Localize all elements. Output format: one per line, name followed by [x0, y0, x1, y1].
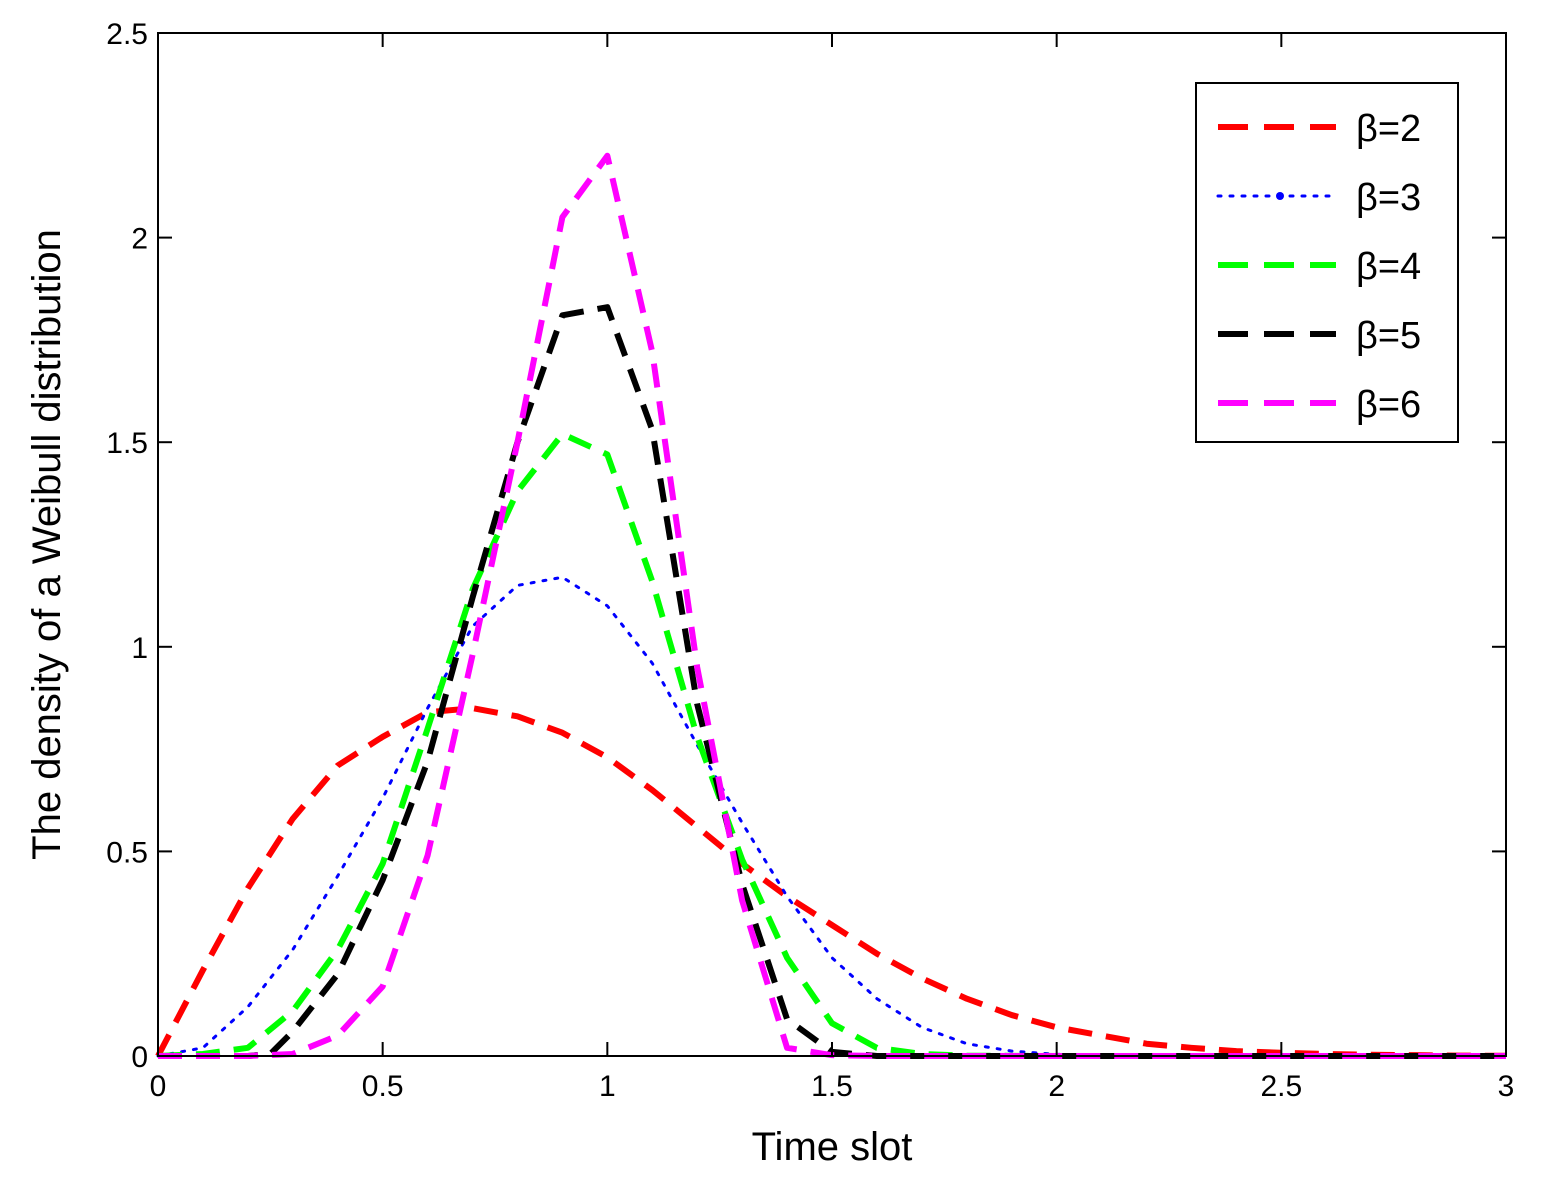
x-tick-label: 3 — [1498, 1070, 1515, 1103]
x-tick-label: 0.5 — [362, 1070, 404, 1103]
x-axis-title: Time slot — [752, 1125, 913, 1169]
legend-label-beta-6: β=6 — [1356, 384, 1421, 426]
y-tick-label: 0.5 — [106, 836, 148, 869]
y-tick-label: 0 — [131, 1041, 148, 1074]
x-tick-label: 0 — [150, 1070, 167, 1103]
legend-label-beta-4: β=4 — [1356, 246, 1421, 288]
legend-marker-beta-3 — [1276, 192, 1284, 200]
y-tick-label: 1.5 — [106, 427, 148, 460]
y-tick-label: 1 — [131, 632, 148, 665]
x-tick-label: 1.5 — [811, 1070, 853, 1103]
x-tick-label: 2 — [1048, 1070, 1065, 1103]
legend: β=2 β=3 β=4 β=5 β=6 — [1195, 82, 1459, 443]
ticks-layer: 0 0.5 1 1.5 2 2.5 3 0 0.5 1 1.5 2 2.5 — [106, 18, 1514, 1103]
legend-label-beta-5: β=5 — [1356, 315, 1421, 357]
y-tick-label: 2 — [131, 223, 148, 256]
legend-label-beta-3: β=3 — [1356, 177, 1421, 219]
y-tick-label: 2.5 — [106, 18, 148, 51]
y-axis-title: The density of a Weibull distribution — [25, 229, 69, 860]
x-tick-label: 2.5 — [1260, 1070, 1302, 1103]
x-tick-label: 1 — [599, 1070, 616, 1103]
legend-label-beta-2: β=2 — [1356, 108, 1421, 150]
series-line-beta-2 — [155, 705, 1507, 1059]
